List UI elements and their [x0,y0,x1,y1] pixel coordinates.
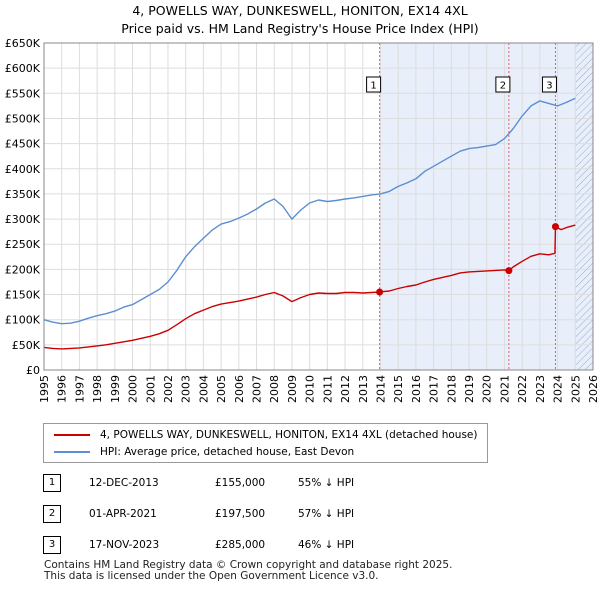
legend: 4, POWELLS WAY, DUNKESWELL, HONITON, EX1… [43,423,488,463]
y-tick-label: £550K [5,87,41,100]
x-tick-label: 2012 [339,375,352,403]
y-tick-label: £500K [5,112,41,125]
title-line-1: 4, POWELLS WAY, DUNKESWELL, HONITON, EX1… [132,3,468,18]
y-tick-label: £0 [26,364,40,377]
x-tick-label: 1995 [38,375,51,403]
x-tick-label: 2002 [162,375,175,403]
y-tick-label: £450K [5,138,41,151]
title-line-2: Price paid vs. HM Land Registry's House … [121,21,479,36]
x-tick-label: 2013 [357,375,370,403]
legend-item-property: 4, POWELLS WAY, DUNKESWELL, HONITON, EX1… [54,427,477,443]
x-tick-label: 2005 [215,375,228,403]
transaction-number-badge: 3 [43,536,61,554]
chart-title: 4, POWELLS WAY, DUNKESWELL, HONITON, EX1… [0,2,600,38]
transaction-price: £285,000 [215,539,266,551]
x-tick-label: 2010 [304,375,317,403]
x-tick-label: 1996 [56,375,69,403]
price-chart: £0 £50K £100K £150K £200K £250K £300K £350K £400… [5,37,600,403]
hpi-series-line [43,97,576,325]
transaction-date: 17-NOV-2023 [89,539,160,551]
x-tick-label: 2014 [374,375,387,403]
plot-frame [43,42,594,371]
sale-point [505,267,513,275]
x-tick-label: 2020 [481,375,494,403]
sale-marker-label: 1 [370,81,376,92]
hatched-forecast-region [575,43,593,370]
transaction-hpi-diff: 55% ↓ HPI [298,477,355,489]
x-tick-label: 2007 [251,375,264,403]
transaction-price: £197,500 [215,508,266,520]
legend-item-hpi: HPI: Average price, detached house, East… [54,444,354,460]
x-tick-label: 2016 [410,375,423,403]
x-tick-label: 2018 [445,375,458,403]
x-tick-label: 1999 [109,375,122,403]
y-tick-label: £600K [5,62,41,75]
legend-label-property: 4, POWELLS WAY, DUNKESWELL, HONITON, EX1… [100,429,478,441]
x-tick-label: 2009 [286,375,299,403]
sale-marker-label: 3 [546,81,552,92]
x-tick-label: 2022 [516,375,529,403]
x-tick-label: 2011 [321,375,334,403]
legend-label-hpi: HPI: Average price, detached house, East… [100,446,355,458]
x-tick-label: 1998 [91,375,104,403]
transaction-price: £155,000 [215,477,266,489]
footer-attribution: Contains HM Land Registry data © Crown c… [44,560,452,582]
y-tick-label: £300K [5,213,41,226]
x-tick-label: 2006 [233,375,246,403]
x-tick-label: 1997 [73,375,86,403]
sale-marker-box [366,76,382,93]
transaction-date: 01-APR-2021 [89,508,157,520]
x-tick-label: 2021 [498,375,511,403]
y-tick-label: £150K [5,289,41,302]
sale-marker-box [495,76,511,93]
sale-point [376,288,384,296]
y-tick-label: £100K [5,314,41,327]
y-tick-label: £400K [5,163,41,176]
x-tick-label: 2003 [180,375,193,403]
sale-marker-label: 2 [500,81,506,92]
sale-marker-box [541,76,557,93]
x-tick-label: 2024 [552,375,565,403]
x-tick-label: 2004 [197,375,210,403]
y-tick-label: £50K [12,339,41,352]
y-tick-label: £650K [5,37,41,50]
y-tick-label: £200K [5,263,41,276]
x-tick-label: 2023 [534,375,547,403]
transaction-hpi-diff: 57% ↓ HPI [298,508,355,520]
y-tick-label: £350K [5,188,41,201]
footer-copyright: Contains HM Land Registry data © Crown c… [44,559,453,571]
x-tick-label: 2019 [463,375,476,403]
x-tick-label: 2017 [428,375,441,403]
footer-licence: This data is licensed under the Open Gov… [44,570,379,582]
x-tick-label: 2000 [127,375,140,403]
legend-swatch-hpi [54,451,90,453]
x-tick-label: 2025 [569,375,582,403]
transaction-date: 12-DEC-2013 [89,477,159,489]
sale-point [551,223,559,231]
transaction-number-badge: 1 [43,474,61,492]
x-tick-label: 2015 [392,375,405,403]
x-tick-label: 2008 [268,375,281,403]
y-tick-label: £250K [5,238,41,251]
legend-swatch-property [54,434,90,436]
x-tick-label: 2026 [587,375,600,403]
transaction-number-badge: 2 [43,505,61,523]
transaction-hpi-diff: 46% ↓ HPI [298,539,355,551]
x-tick-label: 2001 [144,375,157,403]
